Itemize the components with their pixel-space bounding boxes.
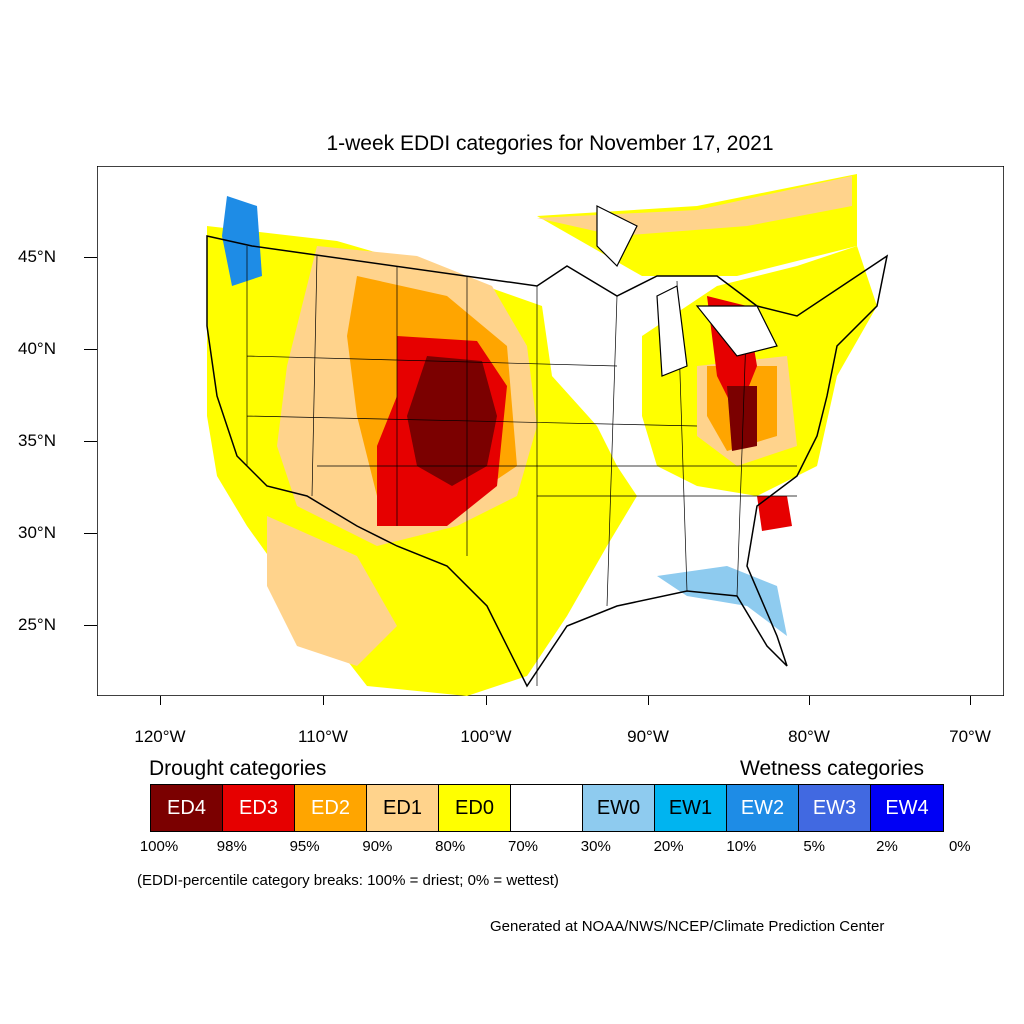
lat-tick: [84, 625, 97, 626]
percent-break-label: 95%: [289, 838, 320, 855]
lat-label-40: 40°N: [18, 339, 56, 358]
percent-break-label: 2%: [876, 838, 898, 855]
legend-box-ew4: EW4: [871, 785, 943, 831]
lat-tick: [84, 349, 97, 350]
legend-box-ew1: EW1: [655, 785, 727, 831]
lat-tick: [84, 441, 97, 442]
percent-break-label: 100%: [139, 838, 179, 855]
legend-box-ew0: EW0: [583, 785, 655, 831]
lon-label-120: 120°W: [134, 727, 186, 746]
percent-break-label: 70%: [507, 838, 539, 855]
percent-break-label: 90%: [362, 838, 393, 855]
ed4-region-ohio: [727, 386, 757, 451]
lon-tick: [160, 696, 161, 705]
lon-tick: [323, 696, 324, 705]
lat-tick: [84, 257, 97, 258]
legend-box-ed4: ED4: [151, 785, 223, 831]
lon-tick: [648, 696, 649, 705]
map-title: 1-week EDDI categories for November 17, …: [326, 132, 774, 155]
legend-box-ed3: ED3: [223, 785, 295, 831]
credit-line: Generated at NOAA/NWS/NCEP/Climate Predi…: [490, 918, 885, 935]
lon-tick: [486, 696, 487, 705]
category-note: (EDDI-percentile category breaks: 100% =…: [137, 872, 559, 889]
category-legend: ED4 ED3 ED2 ED1 ED0 EW0 EW1 EW2 EW3 EW4: [150, 784, 944, 832]
lon-label-90: 90°W: [627, 727, 669, 746]
lon-label-70: 70°W: [949, 727, 991, 746]
legend-box-ed1: ED1: [367, 785, 439, 831]
ed4-region-central: [407, 356, 497, 486]
ew-region-northwest: [222, 196, 262, 286]
lat-label-45: 45°N: [18, 247, 56, 266]
percent-break-label: 0%: [948, 838, 971, 855]
lat-tick: [84, 533, 97, 534]
percent-break-label: 20%: [653, 838, 684, 855]
legend-box-ew3: EW3: [799, 785, 871, 831]
percent-break-label: 10%: [726, 838, 757, 855]
ed1-region-southwest: [267, 516, 397, 666]
great-lakes: [596, 205, 778, 377]
lon-label-110: 110°W: [298, 727, 348, 746]
legend-box-neutral: [511, 785, 583, 831]
percent-break-label: 80%: [435, 838, 466, 855]
lon-label-100: 100°W: [460, 727, 512, 746]
lon-label-80: 80°W: [788, 727, 830, 746]
lat-label-35: 35°N: [18, 431, 56, 450]
lon-tick: [809, 696, 810, 705]
state-lines: [246, 246, 797, 686]
lon-tick: [970, 696, 971, 705]
wetness-heading: Wetness categories: [740, 757, 925, 780]
percent-break-label: 98%: [216, 838, 247, 855]
legend-box-ed0: ED0: [439, 785, 511, 831]
country-outline: [206, 235, 889, 688]
legend-box-ew2: EW2: [727, 785, 799, 831]
percent-break-label: 5%: [803, 838, 826, 855]
eddi-map: [97, 166, 1004, 696]
lat-label-25: 25°N: [18, 615, 56, 634]
drought-heading: Drought categories: [149, 757, 327, 780]
legend-box-ed2: ED2: [295, 785, 367, 831]
ed3-region-carolina: [757, 496, 792, 531]
percent-break-label: 30%: [580, 838, 611, 855]
lat-label-30: 30°N: [18, 523, 56, 542]
